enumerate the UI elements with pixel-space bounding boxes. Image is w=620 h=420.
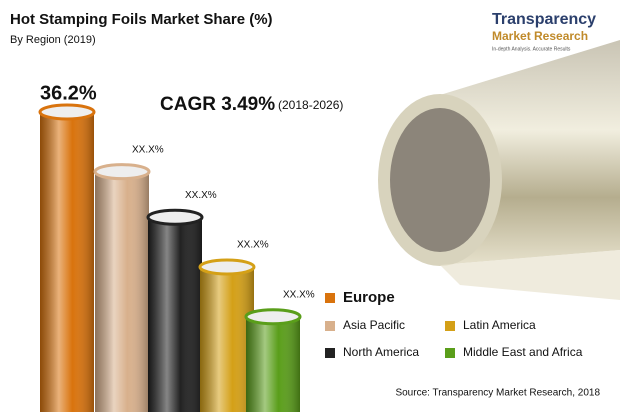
cylinder-top (244, 308, 302, 326)
value-label: XX.X% (237, 240, 269, 251)
cylinder-top (38, 103, 96, 121)
cylinder-top (93, 163, 151, 181)
logo-tagline: In-depth Analysis. Accurate Results (492, 46, 571, 52)
value-label: XX.X% (185, 190, 217, 201)
value-label: 36.2% (40, 82, 97, 104)
legend-label: North America (343, 345, 419, 359)
cagr-label: CAGR 3.49% (160, 94, 275, 115)
cylinder-shine (148, 217, 202, 412)
cagr-period: (2018-2026) (278, 98, 343, 112)
legend-label: Europe (343, 289, 395, 306)
cylinder-shine (246, 316, 300, 412)
cylinder-shine (95, 171, 149, 412)
legend-swatch (445, 348, 455, 358)
logo-subname: Market Research (492, 29, 588, 43)
legend-label: Asia Pacific (343, 318, 405, 332)
legend: Europe Asia Pacific North America Latin Ame… (325, 289, 583, 359)
cylinder-top (198, 258, 256, 276)
legend-swatch (445, 321, 455, 331)
cylinder-shine (40, 112, 94, 412)
legend-label: Latin America (463, 318, 536, 332)
foil-roll-image (378, 40, 620, 300)
source: Source: Transparency Market Research, 20… (395, 388, 600, 399)
value-label: XX.X% (132, 144, 164, 155)
cylinder-top (146, 208, 204, 226)
legend-swatch (325, 348, 335, 358)
value-label: XX.X% (283, 289, 315, 300)
legend-label: Middle East and Africa (463, 345, 583, 359)
chart-subtitle: By Region (2019) (10, 34, 96, 46)
chart-title: Hot Stamping Foils Market Share (%) (10, 11, 273, 28)
legend-swatch (325, 293, 335, 303)
cylinder-shine (200, 266, 254, 412)
cylinders: 36.2% XX.X% XX.X% XX.X% XX.X% (38, 82, 315, 412)
legend-swatch (325, 321, 335, 331)
logo-name: Transparency (492, 11, 596, 28)
